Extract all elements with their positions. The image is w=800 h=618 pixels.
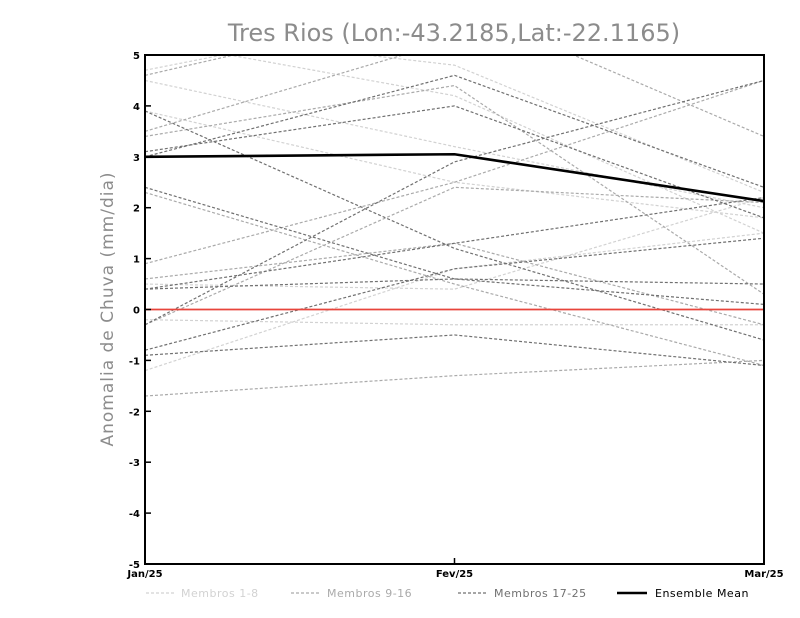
member-series-line-24 — [145, 278, 764, 290]
member-series-line-15 — [145, 191, 764, 367]
y-axis-label: Anomalia de Chuva (mm/dia) — [98, 171, 118, 446]
ensemble-mean-line — [145, 152, 764, 203]
member-series-line-2 — [145, 79, 764, 209]
chart-title: Tres Rios (Lon:-43.2185,Lat:-22.1165) — [227, 19, 680, 47]
member-series-line-21 — [145, 186, 764, 306]
member-series-line-14 — [145, 359, 764, 397]
y-tick-label: -5 — [129, 560, 140, 571]
member-series-line-7 — [226, 55, 764, 234]
y-tick-label: 4 — [133, 102, 140, 113]
member-series-line-17 — [145, 74, 764, 188]
legend-label: Ensemble Mean — [655, 587, 749, 600]
ensemble-mean-layer — [145, 152, 764, 203]
y-tick-label: 0 — [133, 306, 140, 317]
member-series-line-5 — [145, 319, 764, 326]
member-series-line-3 — [145, 110, 764, 219]
y-tick-label: 3 — [133, 153, 140, 164]
legend-label: Membros 17-25 — [494, 587, 587, 600]
member-series-line-6 — [145, 232, 764, 372]
member-series-line-19 — [145, 79, 764, 326]
legend: Membros 1-8 Membros 9-16 Membros 17-25 Ense… — [146, 587, 749, 600]
member-series-line-20 — [145, 196, 764, 290]
member-series-line-8 — [360, 55, 764, 193]
member-series-line-23 — [145, 334, 764, 367]
y-tick-label: 2 — [133, 204, 140, 215]
legend-label: Membros 9-16 — [327, 587, 412, 600]
member-series-line-22 — [145, 237, 764, 351]
y-tick-label: -3 — [129, 458, 140, 469]
member-series-line-11 — [145, 55, 406, 132]
x-tick-label: Fev/25 — [436, 569, 473, 580]
x-tick-label: Mar/25 — [744, 569, 783, 580]
member-series-line-16 — [145, 84, 764, 295]
member-series-line-10 — [145, 79, 764, 265]
x-axis: Jan/25 Fev/25 Mar/25 — [126, 558, 784, 580]
x-tick-label: Jan/25 — [126, 569, 162, 580]
member-series-line-9 — [145, 55, 764, 137]
y-tick-label: -4 — [129, 509, 140, 520]
member-series-line-12 — [145, 186, 764, 326]
y-tick-label: -1 — [129, 356, 140, 367]
y-tick-label: -2 — [129, 407, 140, 418]
legend-label: Membros 1-8 — [181, 587, 259, 600]
y-axis: -5 -4 -3 -2 -1 0 1 2 3 4 5 — [129, 51, 151, 571]
y-tick-label: 1 — [133, 255, 140, 266]
member-series-line-18 — [145, 105, 764, 219]
y-tick-label: 5 — [133, 51, 140, 62]
series-layer — [145, 55, 764, 397]
